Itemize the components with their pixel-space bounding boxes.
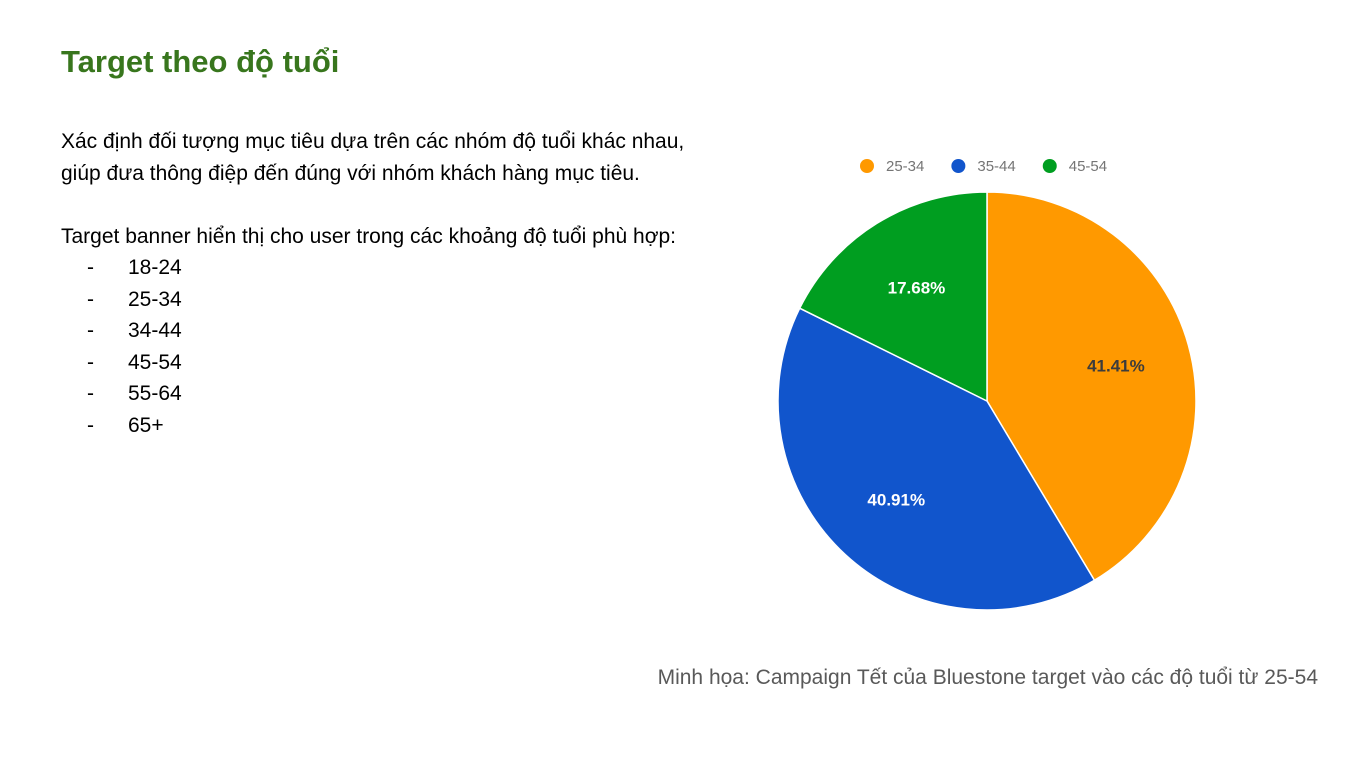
age-group-label: 34-44 — [128, 319, 182, 342]
age-pie-chart: 25-34 35-44 45-54 41.41% 40.91% 17.68% — [760, 140, 1220, 620]
list-item: - 65+ — [61, 410, 691, 442]
list-item: - 45-54 — [61, 347, 691, 379]
age-group-label: 55-64 — [128, 382, 182, 405]
paragraph-gap — [61, 189, 691, 221]
slice-value-label: 41.41% — [1087, 356, 1145, 375]
legend-label: 45-54 — [1069, 158, 1107, 175]
pie-slice — [986, 191, 1197, 582]
list-marker: - — [87, 413, 94, 437]
legend-swatch — [860, 159, 874, 173]
list-marker: - — [87, 256, 94, 279]
list-marker: - — [87, 287, 94, 311]
age-group-label: 25-34 — [128, 287, 182, 311]
legend-swatch — [951, 159, 966, 173]
pie-slice — [798, 191, 988, 403]
age-group-label: 45-54 — [128, 350, 182, 374]
list-item: - 34-44 — [61, 315, 691, 347]
age-group-label: 65+ — [128, 413, 164, 437]
list-item: - 25-34 — [61, 284, 691, 316]
legend-label: 25-34 — [886, 158, 924, 175]
legend-swatch — [1042, 159, 1057, 173]
legend-label: 35-44 — [977, 158, 1015, 175]
list-marker: - — [87, 350, 94, 374]
age-group-list: - 18-24 - 25-34 - 34-44 - 45-54 - 55-64 - 65+ — [61, 252, 691, 441]
slide-title: Target theo độ tuổi — [61, 44, 340, 79]
list-item: - 55-64 — [61, 378, 691, 410]
intro-paragraph: Xác định đối tượng mục tiêu dựa trên các… — [61, 130, 685, 185]
list-item: - 18-24 — [61, 252, 691, 284]
age-group-label: 18-24 — [128, 256, 182, 279]
slice-value-label: 17.68% — [888, 278, 946, 297]
pie-chart-svg: 25-34 35-44 45-54 41.41% 40.91% 17.68% — [777, 158, 1197, 611]
slice-value-label: 40.91% — [867, 490, 925, 509]
chart-caption: Minh họa: Campaign Tết của Bluestone tar… — [657, 666, 1318, 689]
list-marker: - — [87, 382, 94, 405]
list-marker: - — [87, 319, 94, 342]
slide-body: Xác định đối tượng mục tiêu dựa trên các… — [61, 126, 691, 441]
targeting-paragraph: Target banner hiển thị cho user trong cá… — [61, 224, 677, 248]
pie-slice — [777, 307, 1096, 611]
